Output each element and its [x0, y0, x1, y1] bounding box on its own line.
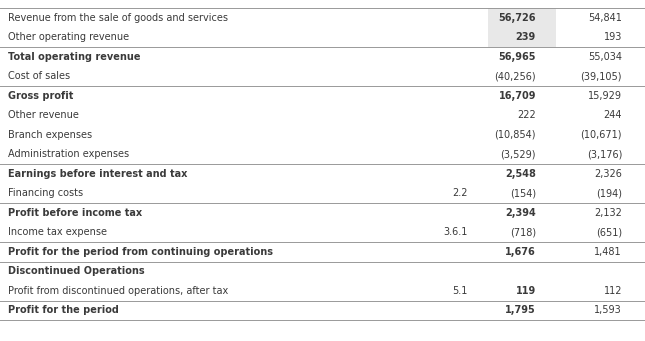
Text: 112: 112	[604, 286, 622, 296]
Text: Revenue from the sale of goods and services: Revenue from the sale of goods and servi…	[8, 13, 228, 23]
Text: 222: 222	[517, 110, 536, 120]
Text: Total operating revenue: Total operating revenue	[8, 52, 141, 62]
Text: (10,671): (10,671)	[580, 130, 622, 140]
Text: 1,676: 1,676	[505, 247, 536, 257]
Text: 1,593: 1,593	[594, 305, 622, 315]
Text: 1,481: 1,481	[595, 247, 622, 257]
Text: (10,854): (10,854)	[495, 130, 536, 140]
Text: (39,105): (39,105)	[580, 71, 622, 81]
Text: Profit for the period: Profit for the period	[8, 305, 119, 315]
Text: Profit for the period from continuing operations: Profit for the period from continuing op…	[8, 247, 273, 257]
Text: (651): (651)	[596, 227, 622, 237]
Text: 3.6.1: 3.6.1	[444, 227, 468, 237]
Text: 2,394: 2,394	[505, 208, 536, 218]
Text: Profit before income tax: Profit before income tax	[8, 208, 142, 218]
Text: (40,256): (40,256)	[494, 71, 536, 81]
Text: Financing costs: Financing costs	[8, 188, 83, 198]
Text: 2,132: 2,132	[594, 208, 622, 218]
Text: (194): (194)	[596, 188, 622, 198]
Text: 15,929: 15,929	[588, 91, 622, 101]
Text: 16,709: 16,709	[499, 91, 536, 101]
Text: 2,548: 2,548	[505, 169, 536, 179]
Text: Income tax expense: Income tax expense	[8, 227, 107, 237]
Text: 239: 239	[516, 32, 536, 42]
Text: Profit from discontinued operations, after tax: Profit from discontinued operations, aft…	[8, 286, 228, 296]
Text: Earnings before interest and tax: Earnings before interest and tax	[8, 169, 188, 179]
Text: 54,841: 54,841	[588, 13, 622, 23]
Text: 119: 119	[516, 286, 536, 296]
Bar	[488, 8, 556, 47]
Text: 56,965: 56,965	[499, 52, 536, 62]
Text: 5.1: 5.1	[453, 286, 468, 296]
Text: 1,795: 1,795	[505, 305, 536, 315]
Text: (154): (154)	[510, 188, 536, 198]
Text: Administration expenses: Administration expenses	[8, 149, 129, 159]
Text: Other operating revenue: Other operating revenue	[8, 32, 129, 42]
Text: 244: 244	[604, 110, 622, 120]
Text: (718): (718)	[510, 227, 536, 237]
Text: Branch expenses: Branch expenses	[8, 130, 92, 140]
Text: 2,326: 2,326	[594, 169, 622, 179]
Text: 55,034: 55,034	[588, 52, 622, 62]
Text: (3,176): (3,176)	[586, 149, 622, 159]
Text: Other revenue: Other revenue	[8, 110, 79, 120]
Text: 193: 193	[604, 32, 622, 42]
Text: Gross profit: Gross profit	[8, 91, 74, 101]
Text: (3,529): (3,529)	[501, 149, 536, 159]
Text: Discontinued Operations: Discontinued Operations	[8, 266, 144, 276]
Text: Cost of sales: Cost of sales	[8, 71, 70, 81]
Text: 56,726: 56,726	[499, 13, 536, 23]
Text: 2.2: 2.2	[453, 188, 468, 198]
